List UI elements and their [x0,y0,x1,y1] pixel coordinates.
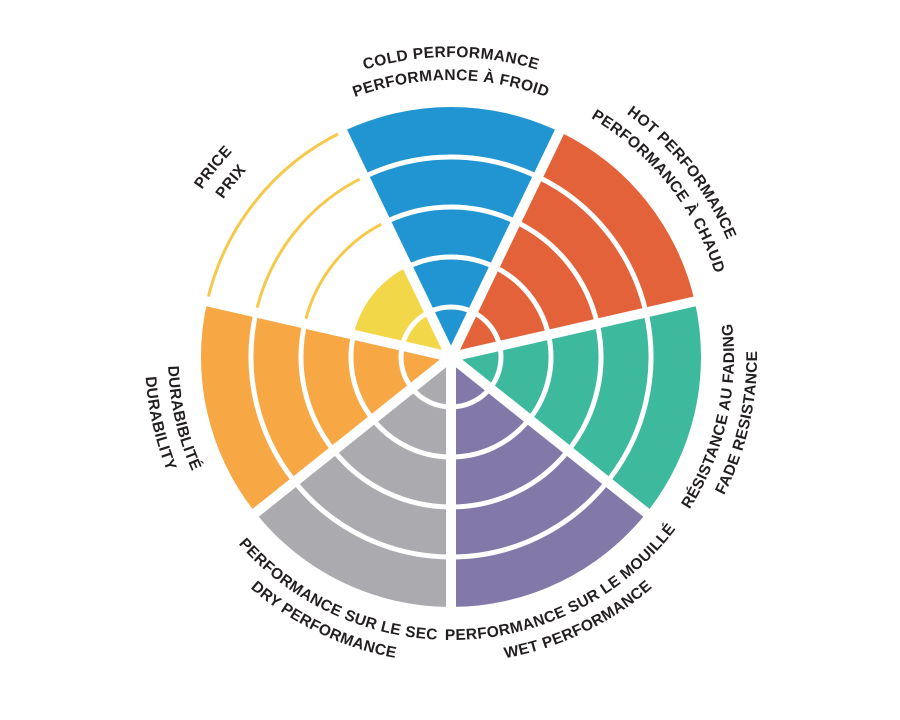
dry-performance-ring-divider [370,417,452,460]
wet-performance-ring-divider [450,480,610,560]
price-ring-outline [205,130,344,302]
wet-performance-sector [451,357,647,607]
spoke-divider [449,295,700,362]
wet-performance-ring-divider [450,417,532,460]
durability-ring-divider [298,323,336,453]
cold-performance-ring-divider [406,254,496,270]
durability-sector [201,301,451,513]
spoke-divider [336,125,456,360]
cold-performance-label-inner: PERFORMANCE À FROID [351,67,552,101]
price-sector [353,266,451,357]
cold-performance-ring-divider [384,204,518,225]
cold-performance-ring-divider [363,154,539,180]
price-ring-outline [303,220,387,324]
cold-performance-sector [342,107,560,357]
hot-performance-ring-divider [536,174,649,314]
hot-performance-ring-divider [493,264,551,336]
fade-resistance-ring-divider [566,323,604,453]
spoke-divider [202,295,453,362]
fade-resistance-sector [451,301,701,513]
spoke-divider [447,353,653,520]
dry-performance-sector [255,357,451,607]
wet-performance-ring-divider [450,448,571,510]
durability-ring-divider [348,334,375,421]
spoke-divider [249,353,455,520]
dry-performance-ring-divider [292,480,452,560]
hot-performance-ring-divider [514,219,600,325]
spoke-divider [446,125,566,360]
fade-resistance-ring-divider [605,311,654,484]
fade-resistance-ring-divider [527,334,554,421]
dry-performance-ring-divider [331,448,452,510]
durability-ring-divider [248,311,297,484]
hot-performance-sector [451,131,695,357]
price-ring-outline [254,175,365,313]
